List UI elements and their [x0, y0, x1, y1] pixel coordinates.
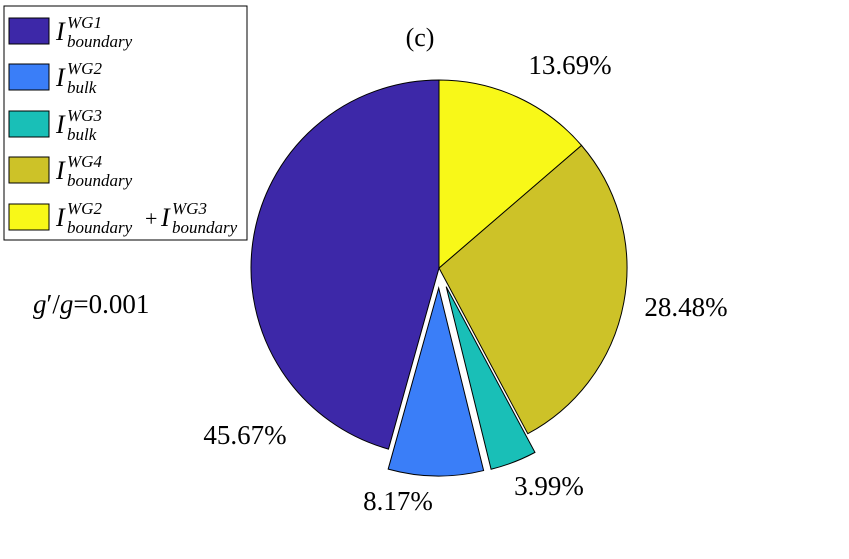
- legend-symbol: I: [55, 156, 66, 185]
- legend-subscript-2: boundary: [172, 218, 238, 237]
- legend-superscript: WG2: [67, 59, 102, 78]
- legend-subscript: bulk: [67, 78, 97, 97]
- legend-superscript-2: WG3: [172, 199, 207, 218]
- legend-symbol-2: I: [160, 203, 171, 232]
- slice-label-4: 28.48%: [644, 292, 727, 322]
- legend-superscript: WG2: [67, 199, 102, 218]
- legend-swatch-1: [8, 17, 50, 45]
- legend-swatch-5: [8, 203, 50, 231]
- slice-label-5: 13.69%: [528, 50, 611, 80]
- legend-swatch-2: [8, 63, 50, 91]
- legend-swatch-4: [8, 156, 50, 184]
- legend-subscript: boundary: [67, 218, 133, 237]
- legend-subscript: boundary: [67, 171, 133, 190]
- pie-slice-4: [438, 144, 628, 435]
- slice-labels: 45.67% 8.17% 3.99% 28.48% 13.69%: [203, 50, 727, 516]
- legend-swatch-3: [8, 110, 50, 138]
- pie-slice-3: [445, 286, 536, 470]
- legend-symbol: I: [55, 203, 66, 232]
- pie-slice-1: [250, 79, 440, 450]
- slice-label-3: 3.99%: [514, 471, 584, 501]
- slice-label-2: 8.17%: [363, 486, 433, 516]
- slice-label-1: 45.67%: [203, 420, 286, 450]
- legend-subscript: boundary: [67, 32, 133, 51]
- pie-slice-2: [387, 286, 485, 477]
- pie-slices: [250, 79, 628, 477]
- chart-title: (c): [406, 23, 435, 52]
- legend-superscript: WG1: [67, 13, 102, 32]
- pie-slice-5: [438, 79, 583, 270]
- legend-symbol: I: [55, 17, 66, 46]
- annotation-text: g′/g=0.001: [33, 289, 149, 319]
- legend-subscript: bulk: [67, 125, 97, 144]
- legend-superscript: WG3: [67, 106, 102, 125]
- legend-superscript: WG4: [67, 152, 102, 171]
- legend-plus: +: [145, 206, 157, 231]
- legend-symbol: I: [55, 110, 66, 139]
- legend-symbol: I: [55, 63, 66, 92]
